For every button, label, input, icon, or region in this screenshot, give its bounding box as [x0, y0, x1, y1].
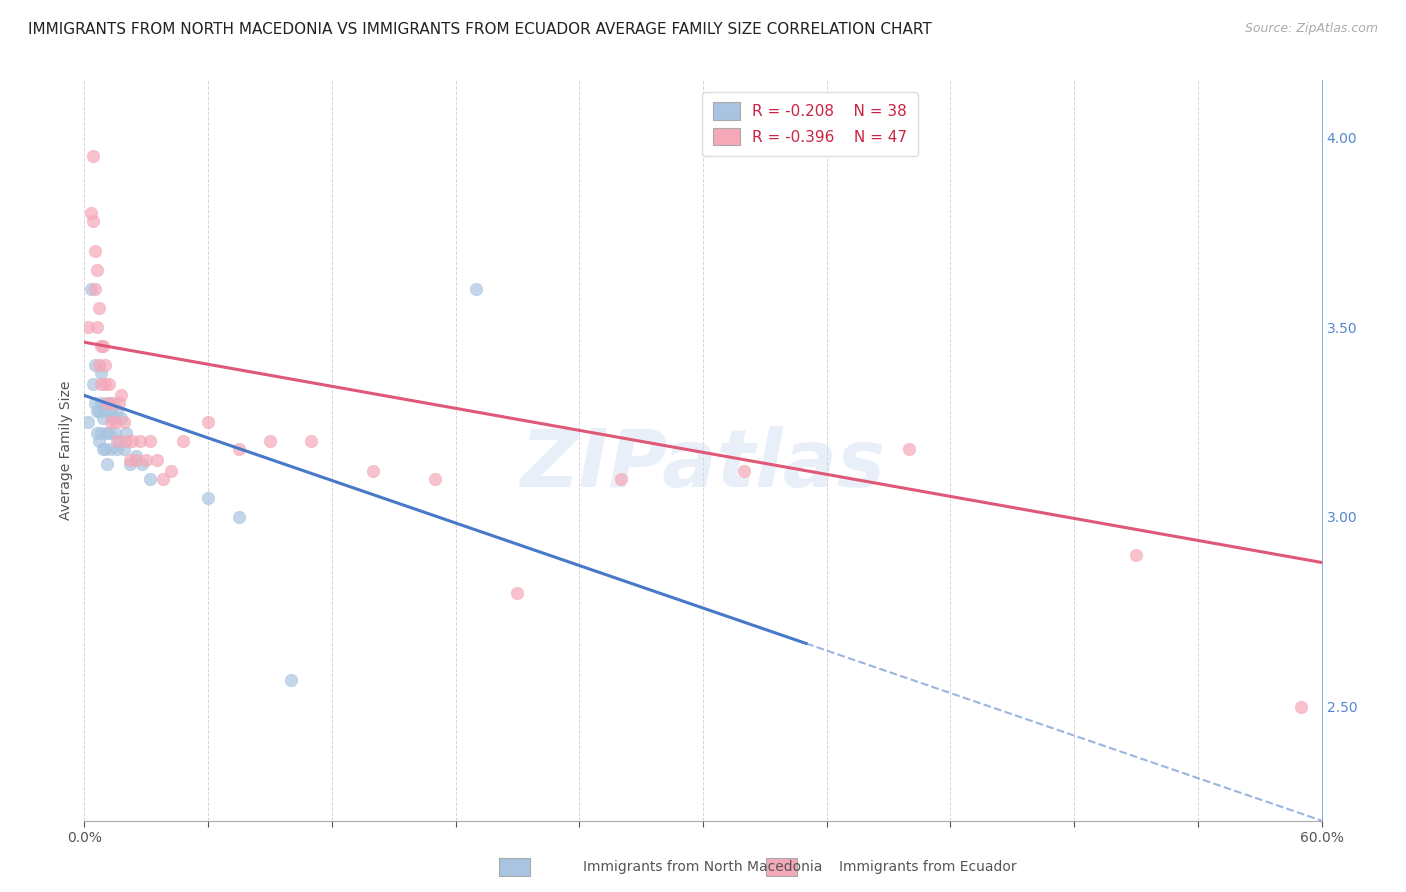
- Point: [87, 301, 110, 315]
- Point: [125, 449, 148, 463]
- Legend: R = -0.208    N = 38, R = -0.396    N = 47: R = -0.208 N = 38, R = -0.396 N = 47: [702, 92, 918, 156]
- Point: [423, 472, 446, 486]
- Point: [228, 509, 250, 524]
- Point: [82, 149, 104, 163]
- Point: [121, 434, 143, 448]
- Point: [83, 282, 105, 296]
- Point: [609, 472, 631, 486]
- Point: [103, 411, 125, 425]
- Point: [197, 415, 219, 429]
- Point: [108, 434, 131, 448]
- Point: [172, 434, 194, 448]
- Point: [103, 396, 125, 410]
- Point: [112, 415, 135, 429]
- Point: [87, 434, 110, 448]
- Point: [118, 453, 141, 467]
- Point: [105, 442, 128, 456]
- Point: [96, 426, 118, 441]
- Text: ZIPatlas: ZIPatlas: [520, 426, 886, 504]
- Point: [91, 339, 114, 353]
- Point: [280, 673, 302, 688]
- Text: Immigrants from Ecuador: Immigrants from Ecuador: [839, 860, 1017, 874]
- Point: [1125, 548, 1147, 562]
- Point: [118, 457, 141, 471]
- Point: [94, 442, 117, 456]
- Point: [96, 457, 118, 471]
- Point: [114, 434, 136, 448]
- Point: [100, 403, 122, 417]
- Point: [90, 339, 112, 353]
- Point: [90, 396, 112, 410]
- Point: [83, 244, 105, 259]
- Point: [110, 388, 132, 402]
- Point: [96, 396, 118, 410]
- Point: [110, 411, 132, 425]
- Text: Source: ZipAtlas.com: Source: ZipAtlas.com: [1244, 22, 1378, 36]
- Point: [114, 426, 136, 441]
- Point: [733, 464, 755, 478]
- Point: [197, 491, 219, 505]
- Point: [898, 442, 921, 456]
- Point: [160, 464, 183, 478]
- Point: [228, 442, 250, 456]
- Point: [129, 434, 152, 448]
- Point: [131, 457, 153, 471]
- Point: [86, 426, 108, 441]
- Point: [139, 472, 162, 486]
- Point: [139, 434, 162, 448]
- Point: [152, 472, 174, 486]
- Point: [82, 377, 104, 392]
- Point: [86, 320, 108, 334]
- Point: [94, 358, 117, 372]
- Point: [105, 403, 128, 417]
- Point: [1289, 699, 1312, 714]
- Point: [87, 403, 110, 417]
- Point: [77, 415, 100, 429]
- Point: [86, 403, 108, 417]
- Point: [465, 282, 488, 296]
- Text: IMMIGRANTS FROM NORTH MACEDONIA VS IMMIGRANTS FROM ECUADOR AVERAGE FAMILY SIZE C: IMMIGRANTS FROM NORTH MACEDONIA VS IMMIG…: [28, 22, 932, 37]
- Point: [299, 434, 322, 448]
- Point: [259, 434, 281, 448]
- Point: [135, 453, 157, 467]
- Point: [83, 358, 105, 372]
- Point: [79, 206, 101, 220]
- Point: [98, 426, 121, 441]
- Point: [94, 377, 117, 392]
- Point: [91, 442, 114, 456]
- Point: [87, 358, 110, 372]
- Point: [145, 453, 167, 467]
- Point: [94, 403, 117, 417]
- Point: [104, 426, 127, 441]
- Point: [91, 411, 114, 425]
- Point: [83, 396, 105, 410]
- Point: [105, 434, 128, 448]
- Point: [98, 396, 121, 410]
- Point: [125, 453, 148, 467]
- Point: [100, 442, 122, 456]
- Point: [86, 263, 108, 277]
- Point: [90, 366, 112, 380]
- Point: [90, 377, 112, 392]
- Point: [108, 396, 131, 410]
- Point: [506, 586, 529, 600]
- Point: [82, 213, 104, 227]
- Point: [361, 464, 384, 478]
- Point: [98, 377, 121, 392]
- Point: [90, 426, 112, 441]
- Point: [100, 415, 122, 429]
- Point: [112, 442, 135, 456]
- Y-axis label: Average Family Size: Average Family Size: [59, 381, 73, 520]
- Point: [79, 282, 101, 296]
- Point: [104, 415, 127, 429]
- Point: [77, 320, 100, 334]
- Text: Immigrants from North Macedonia: Immigrants from North Macedonia: [583, 860, 823, 874]
